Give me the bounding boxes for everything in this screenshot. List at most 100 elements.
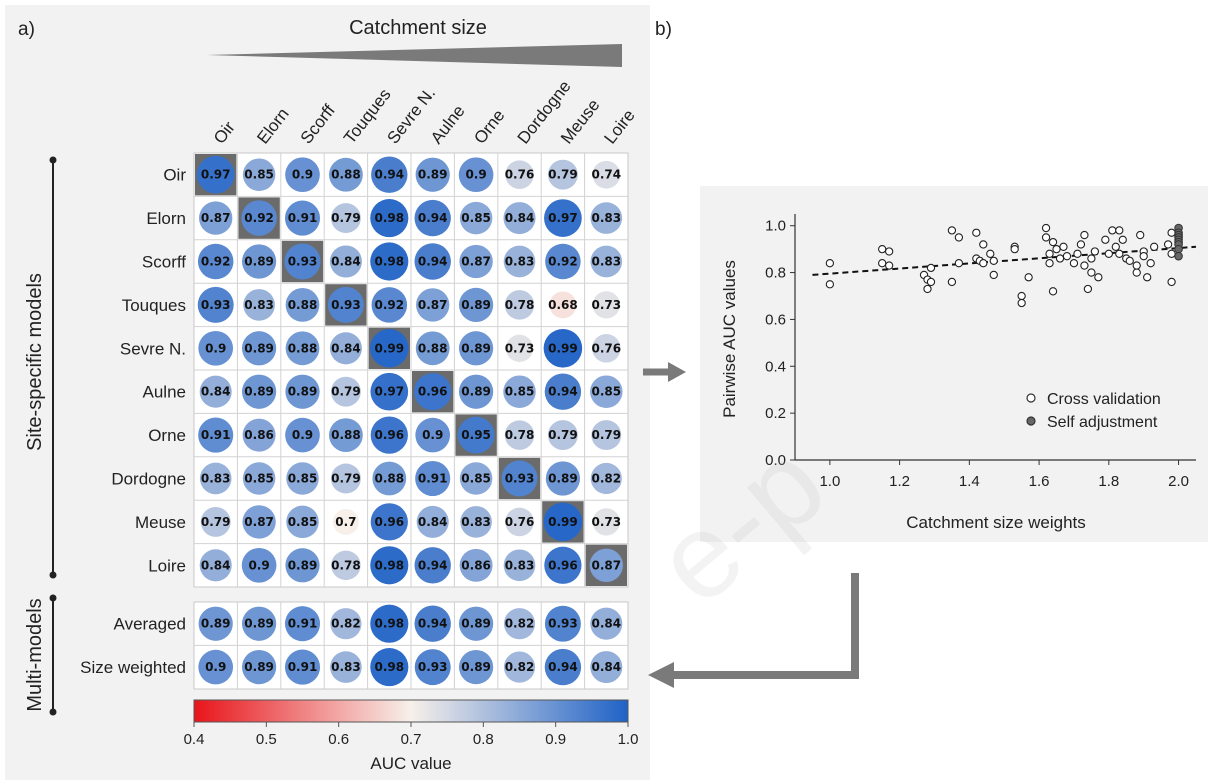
auc-circle bbox=[329, 245, 362, 278]
colorbar-tick-label: 0.7 bbox=[401, 731, 422, 748]
auc-value-label: 0.84 bbox=[418, 515, 448, 529]
cross-validation-point bbox=[1167, 228, 1176, 237]
panel-b-background bbox=[700, 186, 1208, 542]
auc-circle bbox=[241, 244, 277, 279]
cross-validation-point bbox=[1080, 261, 1089, 270]
bracket-end-dot bbox=[49, 708, 57, 716]
x-tick-label: 1.8 bbox=[1098, 473, 1119, 490]
cross-validation-point bbox=[878, 259, 887, 268]
auc-circle bbox=[458, 649, 494, 685]
colorbar bbox=[193, 699, 629, 723]
bracket-end-dot bbox=[49, 594, 57, 602]
auc-value-label: 0.79 bbox=[201, 515, 231, 529]
cross-validation-point bbox=[1115, 226, 1124, 235]
auc-value-label: 0.97 bbox=[548, 211, 578, 225]
group-label-multi: Multi-models bbox=[24, 598, 46, 711]
auc-value-label: 0.79 bbox=[331, 385, 361, 399]
auc-circle bbox=[414, 373, 452, 411]
auc-value-label: 0.83 bbox=[591, 211, 621, 225]
auc-value-label: 0.83 bbox=[505, 558, 535, 572]
cross-validation-point bbox=[954, 259, 964, 268]
auc-circle bbox=[458, 157, 494, 193]
auc-value-label: 0.79 bbox=[548, 428, 578, 442]
cross-validation-point bbox=[1118, 235, 1127, 244]
auc-circle bbox=[414, 649, 451, 686]
auc-circle bbox=[549, 291, 577, 319]
cross-validation-point bbox=[954, 233, 964, 242]
auc-circle bbox=[458, 287, 494, 323]
row-label: Scorff bbox=[142, 253, 186, 272]
auc-value-label: 0.94 bbox=[418, 211, 448, 225]
auc-circle bbox=[590, 375, 623, 408]
auc-circle bbox=[415, 157, 450, 192]
colorbar-tick-label: 0.4 bbox=[184, 731, 205, 748]
auc-value-label: 0.89 bbox=[244, 341, 274, 355]
auc-circle bbox=[459, 201, 493, 235]
auc-value-label: 0.93 bbox=[331, 298, 361, 312]
auc-circle bbox=[544, 546, 582, 584]
auc-value-label: 0.73 bbox=[591, 515, 621, 529]
cross-validation-point bbox=[986, 249, 995, 258]
auc-circle bbox=[544, 605, 581, 642]
auc-circle bbox=[286, 462, 319, 495]
auc-value-label: 0.87 bbox=[591, 558, 621, 572]
auc-circle bbox=[372, 461, 407, 496]
scatter-y-label: Pairwise AUC values bbox=[720, 260, 739, 418]
legend-self-adjustment: Self adjustment bbox=[1047, 414, 1158, 431]
cross-validation-point bbox=[1055, 254, 1065, 263]
auc-circle bbox=[329, 157, 363, 192]
auc-value-label: 0.74 bbox=[591, 168, 621, 182]
auc-value-label: 0.84 bbox=[591, 660, 621, 674]
cross-validation-point bbox=[1101, 235, 1110, 244]
row-label: Elorn bbox=[146, 209, 186, 228]
row-label: Averaged bbox=[114, 615, 186, 634]
cross-validation-point bbox=[1143, 273, 1152, 282]
auc-value-label: 0.79 bbox=[331, 211, 361, 225]
auc-circle bbox=[414, 547, 451, 584]
auc-value-label: 0.96 bbox=[374, 515, 404, 529]
auc-circle bbox=[547, 159, 578, 190]
auc-value-label: 0.87 bbox=[461, 255, 491, 269]
auc-value-label: 0.89 bbox=[418, 168, 448, 182]
y-tick-label: 0.2 bbox=[765, 405, 786, 422]
auc-circle bbox=[590, 462, 622, 495]
auc-circle bbox=[241, 200, 277, 236]
auc-circle bbox=[503, 549, 536, 582]
cross-validation-point bbox=[1048, 287, 1058, 296]
heatmap-gridlines bbox=[194, 153, 628, 689]
auc-value-label: 0.93 bbox=[548, 617, 578, 631]
auc-value-label: 0.82 bbox=[505, 617, 535, 631]
auc-value-label: 0.85 bbox=[288, 515, 318, 529]
auc-circle bbox=[370, 648, 409, 687]
auc-circle bbox=[370, 242, 409, 281]
auc-circle bbox=[544, 373, 582, 410]
auc-circle bbox=[592, 160, 621, 189]
auc-circle bbox=[199, 462, 232, 495]
cross-validation-point bbox=[1136, 230, 1145, 240]
auc-circle bbox=[285, 288, 320, 322]
cross-validation-point bbox=[1045, 259, 1054, 268]
auc-value-label: 0.9 bbox=[422, 428, 443, 442]
cross-validation-point bbox=[878, 244, 887, 254]
auc-circle bbox=[198, 417, 234, 453]
auc-value-label: 0.98 bbox=[374, 660, 404, 674]
auc-circle bbox=[284, 243, 321, 280]
cross-validation-point bbox=[1076, 240, 1086, 249]
auc-circle bbox=[371, 287, 408, 323]
auc-value-label: 0.89 bbox=[288, 558, 318, 572]
auc-value-label: 0.85 bbox=[461, 211, 491, 225]
auc-value-label: 0.84 bbox=[591, 617, 621, 631]
y-tick-label: 0.0 bbox=[765, 452, 786, 469]
auc-circle bbox=[197, 243, 234, 280]
auc-circle bbox=[544, 648, 582, 686]
auc-value-label: 0.85 bbox=[591, 385, 621, 399]
cross-validation-point bbox=[1073, 249, 1082, 258]
auc-circle bbox=[370, 546, 409, 585]
auc-value-label: 0.85 bbox=[288, 472, 318, 486]
auc-circle bbox=[547, 420, 578, 451]
auc-circle bbox=[331, 550, 361, 581]
auc-circle bbox=[458, 331, 494, 366]
cross-validation-point bbox=[1017, 298, 1026, 308]
auc-value-label: 0.89 bbox=[461, 660, 491, 674]
auc-circle bbox=[197, 286, 234, 323]
